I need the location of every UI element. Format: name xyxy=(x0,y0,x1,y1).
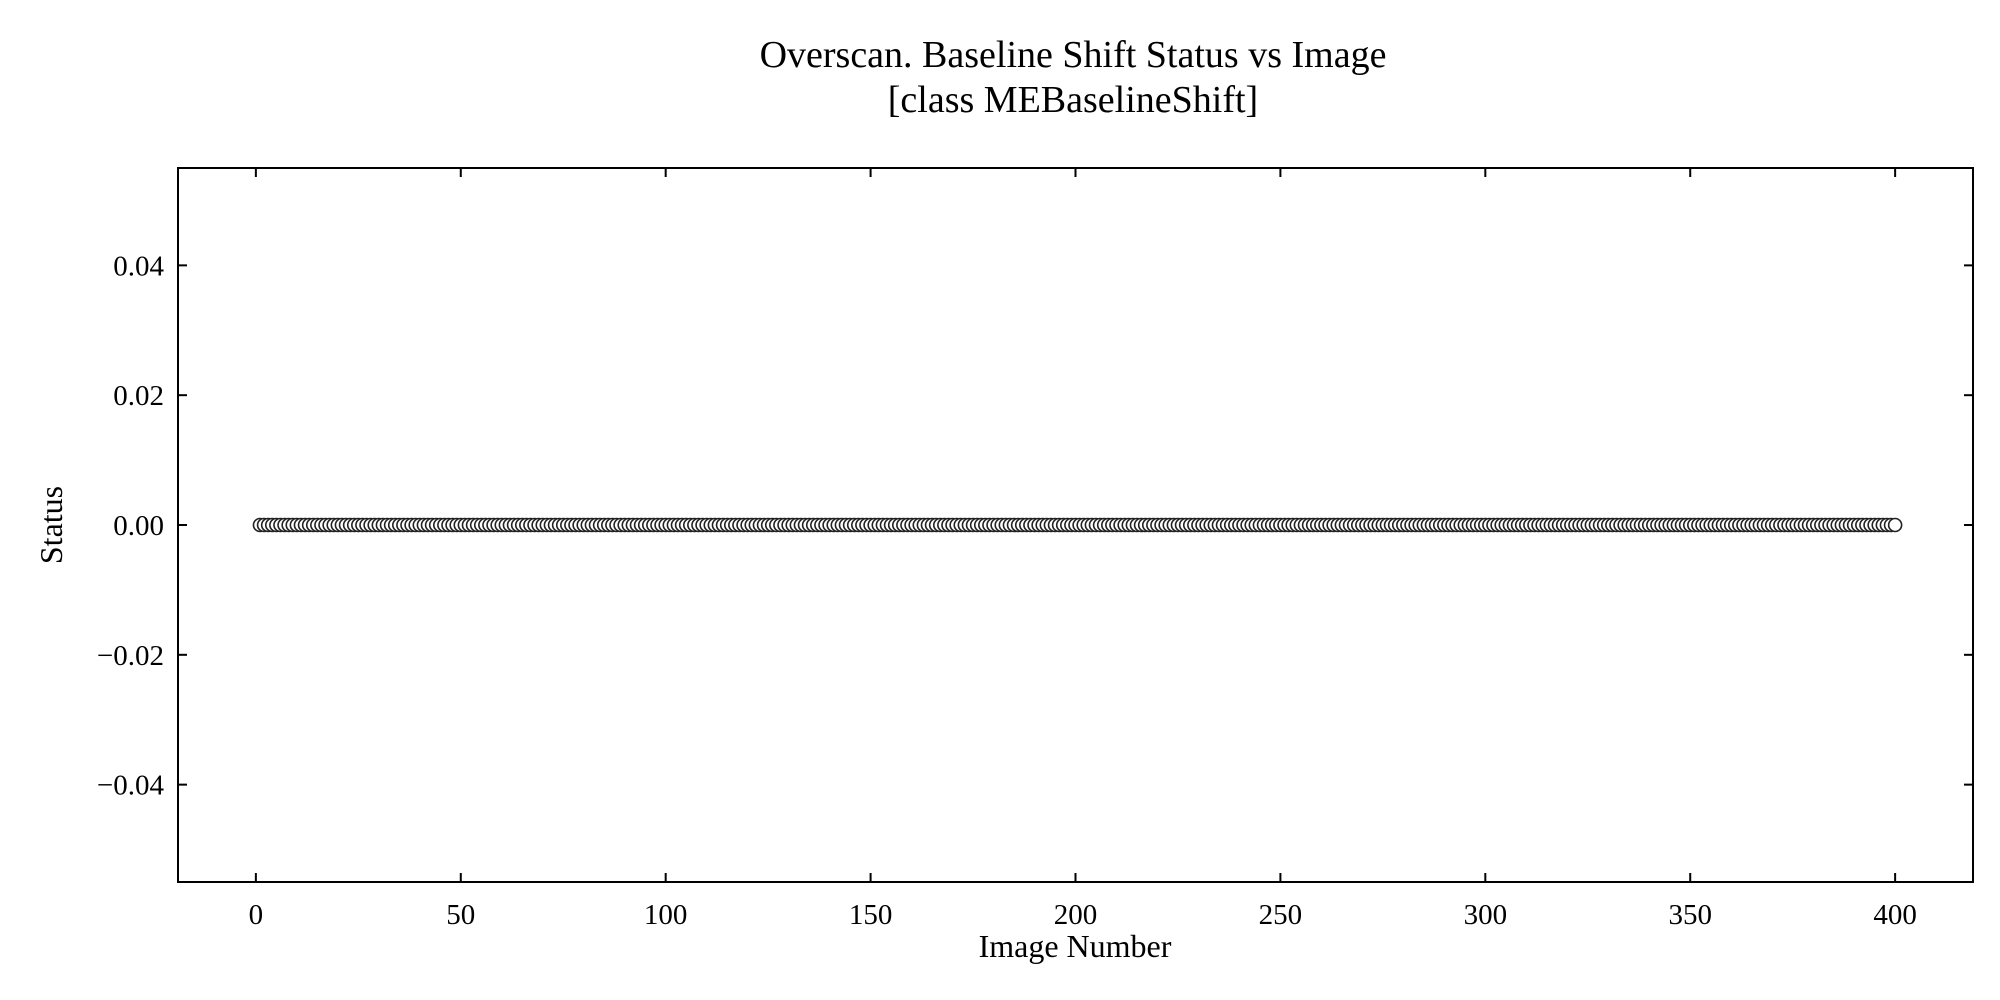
x-tick-label: 250 xyxy=(1259,899,1303,931)
chart-subtitle: [class MEBaselineShift] xyxy=(888,79,1258,121)
data-points xyxy=(252,517,1903,533)
x-tick-label: 0 xyxy=(249,899,264,931)
x-axis-label: Image Number xyxy=(979,928,1172,964)
plot-area-frame xyxy=(177,167,1974,883)
x-tick-label: 350 xyxy=(1668,899,1712,931)
y-tick-label: 0.00 xyxy=(113,510,164,542)
y-axis-ticks: 0.04 0.02 0.00 −0.02 −0.04 xyxy=(97,250,1973,802)
y-axis-label: Status xyxy=(33,486,69,564)
chart-title: Overscan. Baseline Shift Status vs Image xyxy=(760,34,1387,76)
x-tick-label: 300 xyxy=(1464,899,1508,931)
x-tick-label: 100 xyxy=(644,899,688,931)
y-tick-label: 0.04 xyxy=(113,250,164,282)
x-tick-label: 200 xyxy=(1054,899,1098,931)
y-tick-label: −0.04 xyxy=(97,770,165,802)
data-point xyxy=(1887,517,1903,533)
y-tick-label: 0.02 xyxy=(113,380,164,412)
y-tick-label: −0.02 xyxy=(97,640,164,672)
x-axis-ticks: 0 50 100 150 200 250 300 350 400 xyxy=(249,168,1917,931)
x-tick-label: 400 xyxy=(1873,899,1917,931)
x-tick-label: 150 xyxy=(849,899,893,931)
x-tick-label: 50 xyxy=(446,899,475,931)
